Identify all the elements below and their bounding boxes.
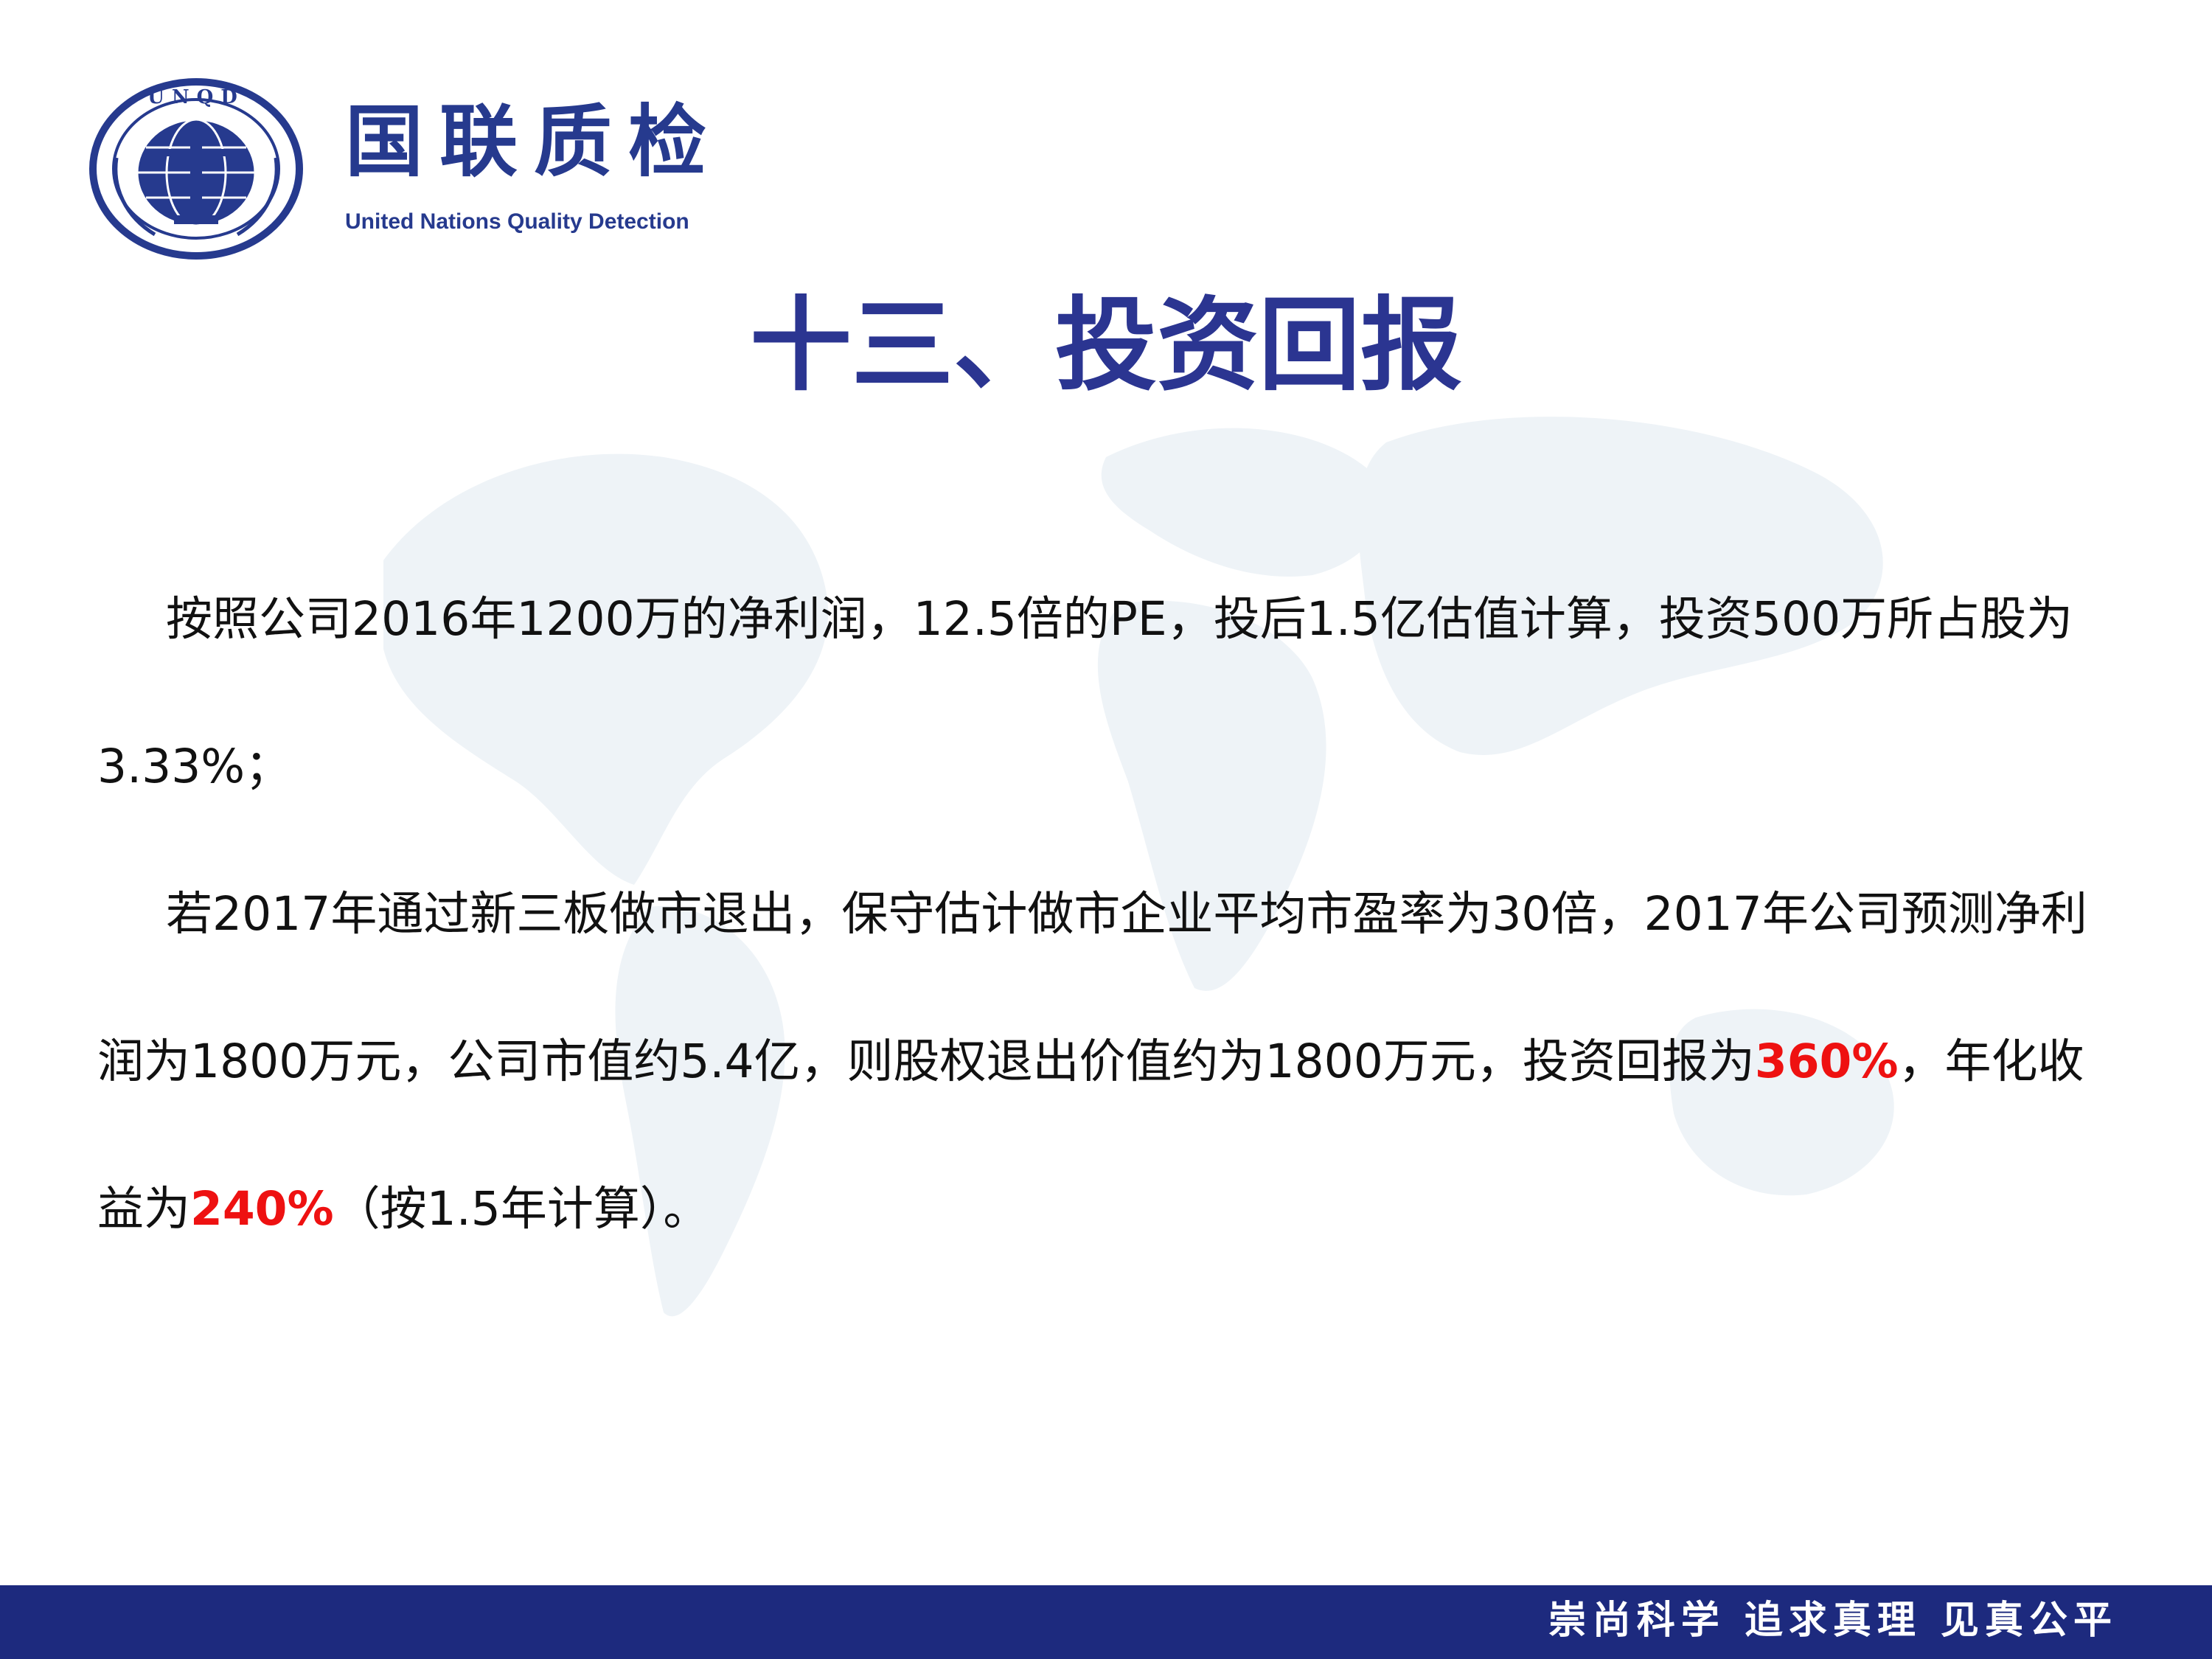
paragraph-valuation: 按照公司2016年1200万的净利润，12.5倍的PE，投后1.5亿估值计算，投… bbox=[97, 592, 2073, 793]
footer-bar: 崇尚科学 追求真理 见真公平 bbox=[0, 1585, 2212, 1659]
unqd-emblem-icon: UNQD bbox=[89, 78, 303, 260]
return-highlight: 360% bbox=[1754, 1034, 1899, 1088]
body-text: 按照公司2016年1200万的净利润，12.5倍的PE，投后1.5亿估值计算，投… bbox=[97, 546, 2121, 1283]
company-logo: UNQD 国联质检 United Nations Quality Detecti… bbox=[87, 77, 824, 261]
annual-return-highlight: 240% bbox=[190, 1182, 334, 1236]
slide-title: 十三、投资回报 bbox=[749, 286, 1462, 405]
svg-text:UNQD: UNQD bbox=[147, 86, 245, 108]
paragraph-exit-return: 若2017年通过新三板做市退出，保守估计做市企业平均市盈率为30倍，2017年公… bbox=[97, 887, 2087, 1236]
footer-slogan: 崇尚科学 追求真理 见真公平 bbox=[1548, 1599, 2118, 1643]
logo-english-name: United Nations Quality Detection bbox=[345, 209, 689, 234]
logo-chinese-name: 国联质检 bbox=[345, 97, 723, 187]
